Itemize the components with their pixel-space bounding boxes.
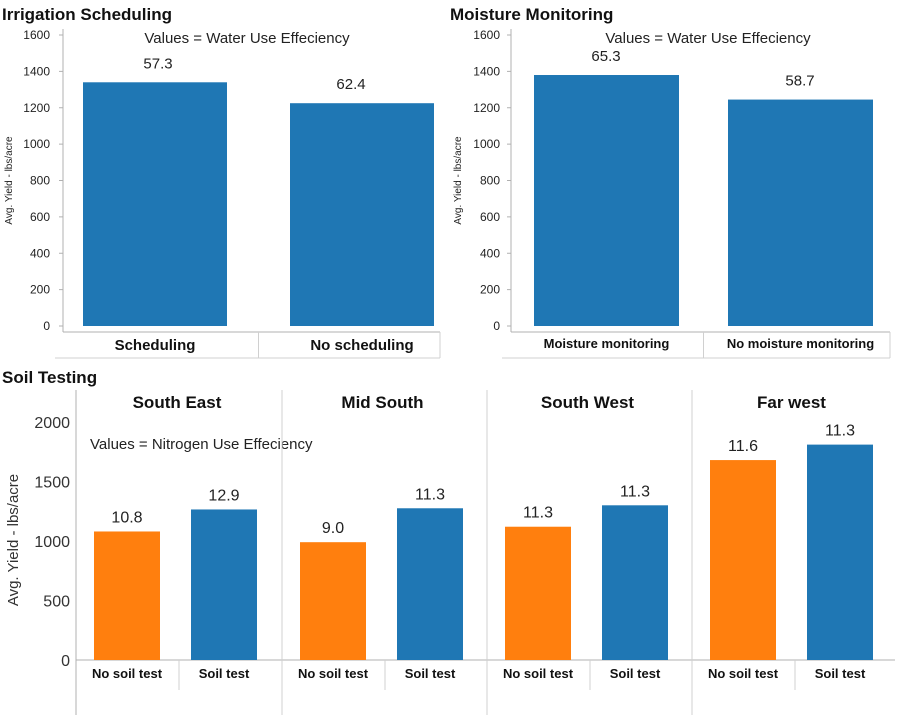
irrigation-data-label: 62.4 bbox=[336, 76, 365, 93]
facet-title: Far west bbox=[757, 393, 826, 412]
soil-category-label: No soil test bbox=[503, 666, 574, 681]
moisture-ytick-label: 600 bbox=[480, 210, 500, 224]
soil-bar bbox=[300, 542, 366, 660]
irrigation-title: Irrigation Scheduling bbox=[2, 5, 172, 24]
soil-testing-note: Values = Nitrogen Use Effeciency bbox=[90, 436, 313, 453]
irrigation-category-label: Scheduling bbox=[115, 337, 196, 354]
soil-bar bbox=[602, 505, 668, 660]
irrigation-ytick-label: 400 bbox=[30, 246, 50, 260]
soil-data-label: 10.8 bbox=[111, 509, 142, 526]
moisture-ytick-label: 0 bbox=[493, 319, 500, 333]
soil-bar bbox=[191, 509, 257, 660]
irrigation-category-label: No scheduling bbox=[310, 337, 413, 354]
facet-title: South West bbox=[541, 393, 635, 412]
irrigation-note: Values = Water Use Effeciency bbox=[144, 30, 350, 47]
soil-bar bbox=[505, 526, 571, 660]
soil-category-label: No soil test bbox=[92, 666, 163, 681]
soil-data-label: 11.3 bbox=[415, 486, 445, 503]
irrigation-y-label: Avg. Yield - lbs/acre bbox=[4, 136, 15, 225]
moisture-y-label: Avg. Yield - lbs/acre bbox=[453, 136, 464, 225]
irrigation-ytick-label: 1400 bbox=[23, 64, 50, 78]
soil-testing-title: Soil Testing bbox=[2, 368, 97, 387]
moisture-ytick-label: 800 bbox=[480, 174, 500, 188]
irrigation-bar bbox=[83, 82, 227, 326]
soil-data-label: 9.0 bbox=[322, 520, 344, 537]
soil-ytick-label: 2000 bbox=[34, 415, 70, 432]
moisture-bar bbox=[534, 75, 679, 326]
soil-category-label: Soil test bbox=[610, 666, 661, 681]
irrigation-ytick-label: 800 bbox=[30, 174, 50, 188]
moisture-ytick-label: 1200 bbox=[473, 101, 500, 115]
irrigation-ytick-label: 0 bbox=[43, 319, 50, 333]
moisture-title: Moisture Monitoring bbox=[450, 5, 613, 24]
irrigation-ytick-label: 200 bbox=[30, 283, 50, 297]
soil-bar bbox=[94, 531, 160, 660]
irrigation-bar bbox=[290, 103, 434, 326]
soil-category-label: Soil test bbox=[199, 666, 250, 681]
soil-bar bbox=[397, 508, 463, 660]
moisture-ytick-label: 200 bbox=[480, 283, 500, 297]
moisture-category-label: No moisture monitoring bbox=[727, 336, 874, 351]
irrigation-ytick-label: 600 bbox=[30, 210, 50, 224]
soil-category-label: No soil test bbox=[708, 666, 779, 681]
soil-ytick-label: 1500 bbox=[34, 475, 70, 492]
soil-category-label: Soil test bbox=[815, 666, 866, 681]
soil-data-label: 11.3 bbox=[523, 505, 553, 522]
irrigation-ytick-label: 1200 bbox=[23, 101, 50, 115]
soil-data-label: 11.3 bbox=[620, 483, 650, 500]
soil-data-label: 11.3 bbox=[825, 423, 855, 440]
facet-title: South East bbox=[133, 393, 222, 412]
irrigation-ytick-label: 1000 bbox=[23, 137, 50, 151]
soil-data-label: 11.6 bbox=[728, 438, 758, 455]
soil-category-label: Soil test bbox=[405, 666, 456, 681]
soil-ytick-label: 1000 bbox=[34, 534, 70, 551]
facet-title: Mid South bbox=[341, 393, 423, 412]
moisture-data-label: 65.3 bbox=[591, 48, 620, 65]
moisture-note: Values = Water Use Effeciency bbox=[605, 30, 811, 47]
soil-category-label: No soil test bbox=[298, 666, 369, 681]
irrigation-ytick-label: 1600 bbox=[23, 28, 50, 42]
moisture-ytick-label: 1000 bbox=[473, 137, 500, 151]
soil-ytick-label: 500 bbox=[43, 594, 70, 611]
soil-data-label: 12.9 bbox=[208, 487, 239, 504]
moisture-ytick-label: 1600 bbox=[473, 28, 500, 42]
moisture-category-label: Moisture monitoring bbox=[544, 336, 670, 351]
soil-y-label: Avg. Yield - lbs/acre bbox=[5, 474, 22, 606]
irrigation-data-label: 57.3 bbox=[143, 55, 172, 72]
soil-bar bbox=[710, 460, 776, 660]
moisture-data-label: 58.7 bbox=[785, 73, 814, 90]
soil-bar bbox=[807, 444, 873, 660]
soil-ytick-label: 0 bbox=[61, 653, 70, 670]
moisture-ytick-label: 1400 bbox=[473, 64, 500, 78]
moisture-ytick-label: 400 bbox=[480, 246, 500, 260]
moisture-bar bbox=[728, 99, 873, 326]
